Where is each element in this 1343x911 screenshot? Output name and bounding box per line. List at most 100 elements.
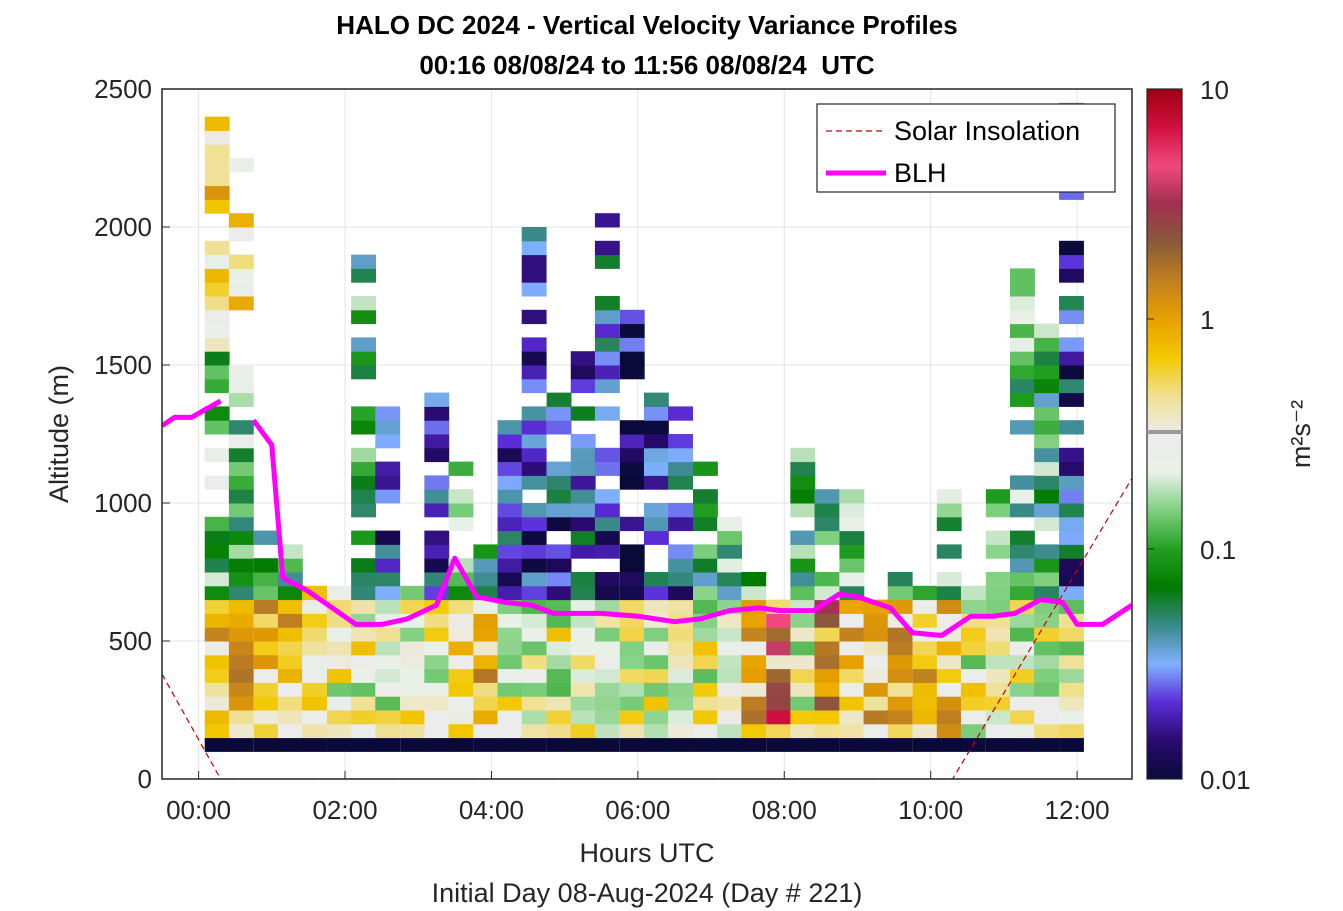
heatmap-cell: [448, 737, 474, 752]
heatmap-cell: [1009, 654, 1035, 670]
heatmap-cell: [1034, 613, 1060, 628]
heatmap-cell: [204, 447, 230, 463]
heatmap-cell: [594, 627, 620, 642]
heatmap-cell: [668, 682, 693, 697]
heatmap-cell: [863, 710, 889, 725]
heatmap-cell: [643, 696, 669, 711]
heatmap-cell: [766, 682, 792, 697]
heatmap-cell: [1009, 737, 1035, 752]
heatmap-cell: [302, 654, 327, 670]
heatmap-cell: [985, 668, 1011, 683]
heatmap-cell: [277, 627, 303, 642]
heatmap-cell: [351, 351, 377, 366]
heatmap-cell: [619, 434, 645, 449]
heatmap-cell: [521, 723, 547, 739]
heatmap-cell: [448, 723, 474, 739]
heatmap-cell: [570, 599, 596, 614]
heatmap-cell: [375, 710, 401, 725]
heatmap-cell: [521, 240, 547, 256]
heatmap-cell: [619, 558, 645, 573]
heatmap-cell: [546, 696, 572, 711]
heatmap-cell: [936, 544, 962, 559]
heatmap-cell: [424, 737, 450, 752]
heatmap-cell: [668, 544, 693, 559]
heatmap-cell: [594, 323, 620, 338]
heatmap-cell: [1059, 420, 1084, 435]
heatmap-cell: [1009, 503, 1035, 518]
heatmap-cell: [546, 641, 572, 656]
heatmap-cell: [302, 641, 327, 656]
heatmap-cell: [912, 737, 938, 752]
heatmap-cell: [302, 668, 327, 683]
heatmap-cell: [936, 572, 962, 587]
heatmap-cell: [594, 503, 620, 518]
legend-label-blh: BLH: [894, 158, 947, 188]
heatmap-cell: [619, 351, 645, 366]
heatmap-cell: [643, 627, 669, 642]
heatmap-cell: [277, 668, 303, 683]
heatmap-cell: [521, 613, 547, 628]
heatmap-cell: [228, 572, 254, 587]
heatmap-cell: [1034, 489, 1060, 504]
heatmap-cell: [594, 641, 620, 656]
heatmap-cell: [351, 268, 377, 283]
colorbar-marker: [1147, 430, 1182, 434]
heatmap-cell: [619, 461, 645, 476]
heatmap-cell: [643, 406, 669, 421]
heatmap-cell: [643, 654, 669, 670]
heatmap-cell: [521, 641, 547, 656]
heatmap-cell: [424, 654, 450, 670]
legend: Solar Insolation BLH: [816, 103, 1116, 193]
heatmap-cell: [570, 516, 596, 532]
heatmap-cell: [204, 323, 230, 338]
heatmap-cell: [277, 599, 303, 614]
heatmap-cell: [790, 641, 816, 656]
heatmap-cell: [473, 668, 499, 683]
heatmap-cell: [1034, 723, 1060, 739]
heatmap-cell: [668, 627, 693, 642]
y-axis-ticks: 0 500 1000 1500 2000 2500: [94, 74, 170, 794]
heatmap-cell: [204, 585, 230, 601]
heatmap-cell: [887, 682, 913, 697]
heatmap-cell: [936, 641, 962, 656]
heatmap-cell: [814, 572, 840, 587]
heatmap-cell: [424, 682, 450, 697]
heatmap-cell: [960, 723, 986, 739]
heatmap-cell: [228, 447, 254, 463]
heatmap-cell: [228, 544, 254, 559]
heatmap-cell: [594, 213, 620, 228]
heatmap-cell: [204, 378, 230, 394]
footer-note: Initial Day 08-Aug-2024 (Day # 221): [432, 878, 863, 908]
heatmap-cell: [570, 503, 596, 518]
heatmap-cell: [277, 723, 303, 739]
heatmap-cell: [643, 572, 669, 587]
heatmap-cell: [570, 434, 596, 449]
heatmap-cell: [546, 654, 572, 670]
heatmap-cell: [741, 641, 767, 656]
heatmap-cell: [351, 572, 377, 587]
heatmap-cell: [766, 696, 792, 711]
heatmap-cell: [960, 585, 986, 601]
heatmap-cell: [790, 489, 816, 504]
heatmap-cell: [204, 240, 230, 256]
heatmap-cell: [326, 737, 352, 752]
heatmap-cell: [790, 530, 816, 545]
heatmap-cell: [375, 668, 401, 683]
heatmap-cell: [766, 641, 792, 656]
heatmap-cell: [228, 268, 254, 283]
heatmap-cell: [790, 668, 816, 683]
heatmap-cell: [1034, 475, 1060, 490]
heatmap-cell: [668, 572, 693, 587]
heatmap-cell: [814, 530, 840, 545]
heatmap-cell: [351, 668, 377, 683]
heatmap-cell: [326, 585, 352, 601]
heatmap-cell: [277, 641, 303, 656]
heatmap-cell: [839, 723, 865, 739]
heatmap-cell: [839, 572, 865, 587]
heatmap-cell: [497, 710, 523, 725]
heatmap-cell: [228, 420, 254, 435]
heatmap-cell: [594, 599, 620, 614]
heatmap-cell: [228, 227, 254, 242]
heatmap-cell: [985, 599, 1011, 614]
heatmap-cell: [790, 723, 816, 739]
